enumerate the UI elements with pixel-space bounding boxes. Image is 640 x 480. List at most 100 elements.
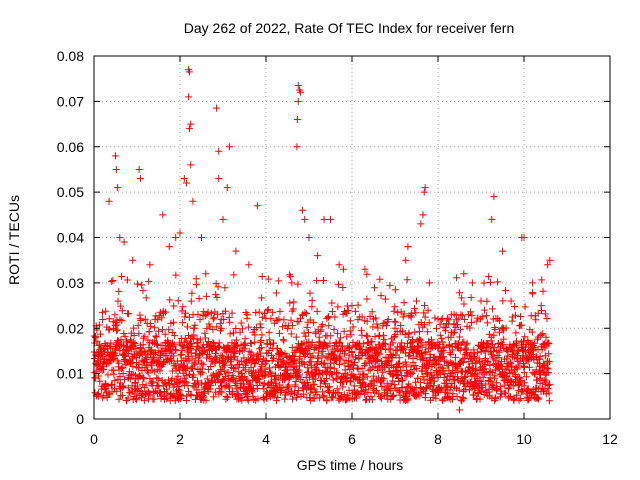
data-point: [222, 392, 230, 400]
data-point: [467, 294, 475, 302]
data-point: [424, 328, 432, 336]
data-point: [471, 354, 479, 362]
data-point: [254, 385, 262, 393]
data-point: [221, 307, 229, 315]
data-point: [424, 306, 432, 314]
data-point: [343, 333, 351, 341]
data-point: [525, 363, 533, 371]
data-point: [391, 286, 399, 294]
data-point: [204, 308, 212, 316]
data-point: [150, 350, 158, 358]
data-point: [504, 385, 512, 393]
data-point: [301, 215, 309, 223]
data-point: [275, 363, 283, 371]
data-point: [202, 382, 210, 390]
data-point: [458, 294, 466, 302]
data-point: [265, 347, 273, 355]
data-point: [291, 381, 299, 389]
data-point: [462, 373, 470, 381]
data-point: [521, 333, 529, 341]
data-point: [108, 380, 116, 388]
data-point: [228, 387, 236, 395]
data-point: [330, 365, 338, 373]
data-point: [115, 359, 123, 367]
data-point: [244, 397, 252, 405]
data-point: [457, 359, 465, 367]
data-point: [276, 329, 284, 337]
data-point: [541, 310, 549, 318]
data-point: [275, 277, 283, 285]
y-tick-label: 0: [76, 411, 84, 427]
data-point: [284, 359, 292, 367]
data-point: [447, 350, 455, 358]
data-point: [362, 396, 370, 404]
data-point: [137, 317, 145, 325]
data-point: [399, 376, 407, 384]
data-point: [438, 385, 446, 393]
data-point: [390, 307, 398, 315]
data-point: [142, 294, 150, 302]
data-point: [197, 370, 205, 378]
data-point: [414, 374, 422, 382]
data-point: [258, 294, 266, 302]
data-point: [513, 341, 521, 349]
data-point: [230, 365, 238, 373]
data-point: [378, 341, 386, 349]
data-point: [456, 406, 463, 414]
data-point: [430, 377, 438, 385]
data-point: [292, 377, 300, 385]
data-point: [348, 348, 356, 356]
data-point: [337, 334, 345, 342]
data-points: [90, 66, 554, 414]
data-point: [315, 333, 323, 341]
data-point: [348, 302, 356, 310]
data-point: [481, 365, 489, 373]
data-point: [456, 346, 464, 354]
data-point: [118, 307, 126, 315]
data-point: [150, 395, 158, 403]
data-point: [433, 325, 441, 333]
data-point: [408, 369, 416, 377]
data-point: [492, 395, 500, 403]
data-point: [203, 354, 211, 362]
data-point: [138, 364, 146, 372]
data-point: [225, 382, 233, 390]
data-point: [289, 322, 297, 330]
data-point: [214, 283, 222, 291]
data-point: [469, 366, 477, 374]
data-point: [374, 324, 382, 332]
data-point: [491, 372, 499, 380]
data-point: [538, 276, 546, 284]
data-point: [504, 363, 512, 371]
data-point: [336, 361, 344, 369]
data-point: [420, 188, 428, 196]
data-point: [403, 276, 411, 284]
data-point: [368, 338, 376, 346]
data-point: [187, 344, 195, 352]
data-point: [505, 384, 513, 392]
data-point: [349, 323, 357, 331]
data-point: [119, 369, 127, 377]
data-point: [362, 332, 370, 340]
data-point: [363, 295, 371, 303]
data-point: [341, 346, 349, 354]
data-point: [174, 372, 182, 380]
data-point: [97, 330, 105, 338]
data-point: [542, 333, 550, 341]
data-point: [199, 360, 207, 368]
x-tick-label: 4: [262, 431, 270, 447]
data-point: [170, 318, 178, 326]
data-point: [524, 396, 532, 404]
data-point: [258, 344, 266, 352]
data-point: [325, 313, 333, 321]
data-point: [485, 273, 493, 281]
data-point: [352, 353, 360, 361]
data-point: [436, 371, 444, 379]
data-point: [448, 380, 456, 388]
data-point: [389, 391, 397, 399]
data-point: [145, 277, 153, 285]
data-point: [524, 385, 532, 393]
data-point: [210, 314, 218, 322]
data-point: [215, 175, 223, 183]
y-tick-label: 0.08: [57, 48, 84, 64]
